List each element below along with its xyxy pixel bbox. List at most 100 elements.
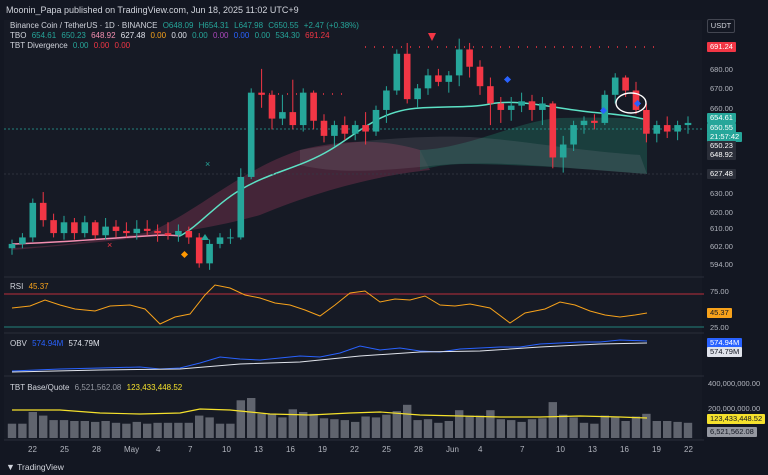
- volume-bar: [49, 420, 58, 438]
- tbt-volume-legend[interactable]: TBT Base/Quote 6,521,562.08 123,433,448.…: [10, 383, 185, 392]
- volume-bar: [288, 409, 297, 438]
- volume-bar: [527, 419, 537, 438]
- tbo-value: 650.23: [61, 31, 86, 40]
- volume-bar: [39, 415, 48, 438]
- drawn-circle-annotation: [615, 92, 647, 114]
- candle-body: [112, 226, 120, 231]
- footer-bar: [0, 458, 768, 475]
- tbt-volume-label: TBT Base/Quote: [10, 383, 70, 392]
- price-tick: 670.00: [710, 84, 733, 93]
- volume-bar: [673, 421, 682, 438]
- obv-label: OBV: [10, 339, 27, 348]
- candle-body: [50, 220, 57, 234]
- obv-signal-line: [11, 342, 648, 373]
- volume-bar: [600, 415, 609, 438]
- time-tick: 19: [652, 445, 661, 454]
- time-tick: 16: [286, 445, 295, 454]
- candle-body: [247, 92, 255, 177]
- candle-body: [445, 75, 453, 82]
- volume-bar: [153, 422, 162, 438]
- candle-body: [674, 125, 681, 132]
- price-tag-tbo-low: 627.48: [707, 169, 736, 179]
- time-tick: 28: [92, 445, 101, 454]
- volume-bar: [413, 420, 422, 438]
- ohlc-close: C650.55: [268, 21, 299, 30]
- candle-body: [591, 120, 598, 123]
- tbo-value: 0.00: [192, 31, 208, 40]
- volume-bar: [319, 418, 329, 438]
- time-tick: 25: [60, 445, 69, 454]
- volume-bar: [174, 422, 183, 438]
- candle-body: [684, 122, 692, 126]
- candle-body: [528, 101, 536, 110]
- rsi-tick: 25.00: [710, 323, 729, 332]
- candle-body: [268, 94, 276, 119]
- rsi-tick: 75.00: [710, 287, 729, 296]
- candle-body: [539, 103, 546, 110]
- candle-body: [424, 75, 432, 89]
- tbo-value: 648.92: [91, 31, 116, 40]
- candle-body: [320, 120, 328, 136]
- candle-body: [227, 237, 234, 239]
- candle-body: [403, 53, 411, 100]
- volume-bar: [278, 417, 287, 438]
- volume-ma-line: [12, 408, 648, 419]
- tbo-value: 654.61: [31, 31, 57, 40]
- candle-body: [383, 90, 390, 110]
- rsi-legend[interactable]: RSI 45.37: [10, 282, 52, 291]
- volume-bar: [132, 421, 141, 438]
- time-tick: Jun: [446, 445, 459, 454]
- volume-bar: [444, 421, 453, 438]
- candle-body: [476, 66, 484, 87]
- obv-legend[interactable]: OBV 574.94M 574.79M: [10, 339, 103, 348]
- volume-bar: [340, 420, 349, 438]
- volume-bar: [7, 423, 17, 438]
- candle-body: [19, 237, 26, 244]
- price-axis[interactable]: [704, 20, 768, 440]
- header-bar: [0, 0, 768, 20]
- ohlc-low: L647.98: [234, 21, 264, 30]
- price-tick: 594.00: [710, 260, 733, 269]
- candle-body: [643, 109, 650, 134]
- orange-diamond: [180, 250, 189, 259]
- candle-body: [549, 103, 557, 158]
- currency-button[interactable]: USDT: [707, 19, 735, 33]
- obv-value: 574.94M: [32, 339, 64, 348]
- volume-bar: [111, 422, 121, 438]
- volume-bar: [621, 421, 630, 438]
- obv-tag: 574.94M: [707, 338, 743, 348]
- candle-body: [341, 125, 349, 134]
- volume-bar: [205, 417, 214, 438]
- candle-body: [185, 230, 193, 238]
- volume-bar: [163, 422, 173, 438]
- candle-body: [622, 77, 629, 91]
- tbt-divergence-legend[interactable]: TBT Divergence 0.00 0.00 0.00: [10, 41, 133, 50]
- volume-bar: [351, 421, 360, 438]
- candle-body: [362, 125, 369, 132]
- time-tick: 19: [318, 445, 327, 454]
- tbo-value: 0.00: [233, 31, 250, 40]
- volume-bar: [579, 422, 589, 438]
- volume-bar: [236, 400, 245, 438]
- volume-bar: [507, 420, 516, 438]
- tbo-value: 0.00: [171, 31, 187, 40]
- candle-body: [653, 125, 661, 134]
- candle-body: [372, 109, 380, 132]
- volume-bar: [496, 419, 505, 438]
- candle-body: [133, 228, 141, 234]
- candle-body: [632, 90, 640, 110]
- candle-body: [455, 49, 463, 76]
- candle-body: [611, 77, 619, 95]
- symbol-legend: Binance Coin / TetherUS · 1D · BINANCE O…: [10, 21, 362, 30]
- volume-bar: [28, 412, 37, 438]
- candle-body: [71, 222, 78, 234]
- volume-tick: 200,000,000.00: [708, 404, 761, 413]
- tbo-legend[interactable]: TBO 654.61 650.23 648.92 627.48 0.00 0.0…: [10, 31, 333, 40]
- volume-bar: [101, 421, 110, 438]
- tbo-cloud-green: [420, 117, 647, 174]
- candle-body: [497, 103, 505, 110]
- blue-diamond: [503, 75, 512, 84]
- volume-bar: [299, 412, 308, 438]
- blue-diamond-2: [599, 106, 608, 115]
- candle-body: [102, 226, 109, 236]
